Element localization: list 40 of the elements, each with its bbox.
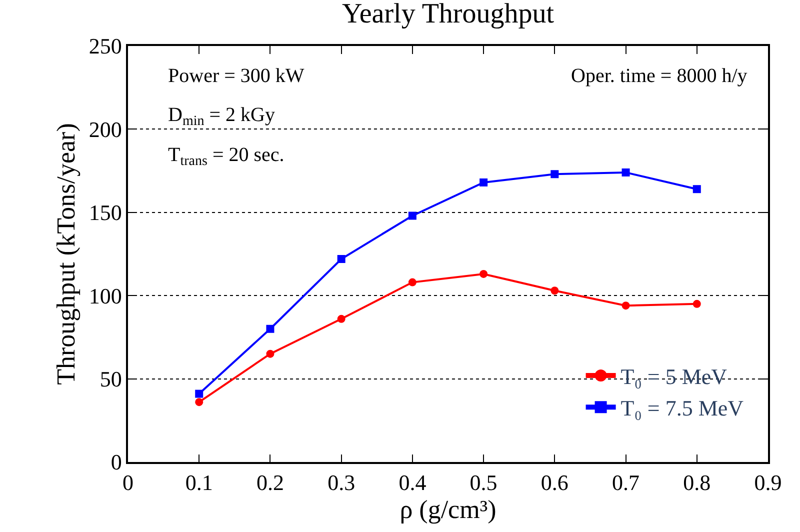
- x-tick-label: 0.2: [256, 470, 284, 496]
- point: [195, 390, 204, 398]
- point: [480, 178, 488, 186]
- point: [550, 286, 559, 295]
- x-axis-title: ρ (g/cm³): [400, 495, 496, 524]
- point: [692, 300, 701, 308]
- point: [550, 170, 559, 178]
- x-tick-label: 0.8: [683, 470, 711, 496]
- point: [692, 185, 701, 194]
- chart-title: Yearly Throughput: [342, 0, 554, 30]
- x-tick-label: 0.1: [185, 470, 213, 496]
- y-tick-label: 100: [88, 283, 122, 308]
- annotation: Power = 300 kW: [168, 65, 304, 87]
- y-axis-title: Throughput (kTons/year): [52, 123, 81, 385]
- point: [337, 314, 346, 323]
- y-tick-label: 150: [88, 200, 122, 226]
- x-tick-label: 0.3: [328, 470, 356, 496]
- point: [622, 302, 630, 310]
- legend-label: T₀ = 7.5 MeV: [620, 396, 744, 421]
- x-tick-label: 0.5: [470, 470, 498, 496]
- x-tick-label: 0.4: [398, 470, 426, 496]
- point: [337, 254, 346, 263]
- point: [195, 398, 204, 406]
- y-tick-label: 200: [88, 116, 122, 142]
- annotation: D$_{min}$ = 2 kGy: [168, 104, 275, 130]
- annotation: Oper. time = 8000 h/y: [571, 65, 748, 87]
- legend-label: T₀ = 5 MeV: [620, 364, 728, 390]
- x-tick-label: 0.9: [754, 470, 782, 496]
- x-tick-label: 0.7: [612, 470, 640, 496]
- point: [266, 324, 274, 333]
- point: [408, 278, 416, 286]
- y-tick-label: 250: [88, 34, 122, 59]
- point: [480, 270, 488, 278]
- point: [622, 168, 630, 176]
- point: [266, 350, 274, 358]
- point: [408, 212, 416, 220]
- annotation: T$_{trans}$ = 20 sec.: [168, 144, 284, 170]
- y-tick-label: 0: [110, 450, 122, 475]
- x-tick-label: 0.6: [540, 470, 568, 496]
- y-tick-label: 50: [100, 366, 122, 392]
